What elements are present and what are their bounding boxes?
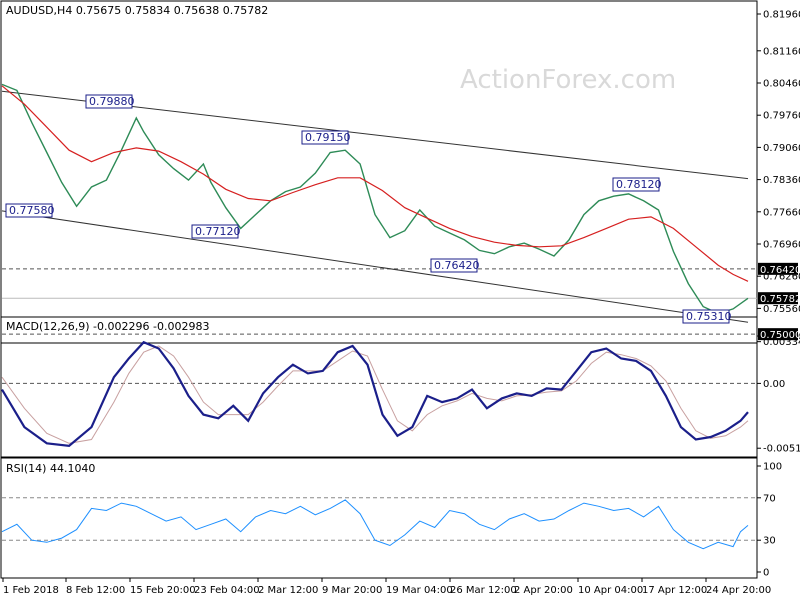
rsi-series-group: [1, 497, 757, 550]
annotation-box: [5, 203, 53, 218]
rsi-line: [1, 499, 749, 550]
rsi-panel-title: RSI(14) 44.1040: [6, 462, 95, 475]
x-tick-label: 9 Mar 20:00: [322, 585, 382, 596]
x-tick-label: 8 Feb 12:00: [66, 585, 125, 596]
x-tick-label: 23 Feb 04:00: [194, 585, 260, 596]
moving-average-line: [1, 85, 749, 282]
macd-series-group: [1, 340, 757, 447]
annotation-label: 0.77580: [9, 204, 55, 217]
x-tick-label: 26 Mar 12:00: [450, 585, 517, 596]
macd-signal-line: [1, 345, 749, 444]
price-series-group: [1, 83, 757, 335]
annotation-label: 0.77120: [195, 225, 241, 238]
macd-y-tick-label: 0.003345: [763, 337, 800, 348]
x-tick-label: 10 Apr 04:00: [578, 585, 643, 596]
x-tick-label: 24 Apr 20:00: [706, 585, 771, 596]
price-tag-label: 0.76420: [760, 265, 800, 276]
annotation-label: 0.76420: [434, 259, 480, 272]
macd-panel-title: MACD(12,26,9) -0.002296 -0.002983: [6, 320, 209, 333]
rsi-y-tick-label: 0: [763, 568, 769, 579]
price-panel-frame: [0, 0, 758, 344]
rsi-y-tick-label: 100: [763, 462, 782, 473]
annotation-box: [301, 130, 349, 145]
rsi-y-tick-label: 70: [763, 493, 776, 504]
annotation-box: [430, 258, 478, 273]
price-tag-label: 0.75000: [760, 330, 800, 341]
annotations: 0.79880 0.79150 0.77580 0.77120 0.76420 0.781…: [5, 94, 732, 324]
x-tick-label: 17 Apr 12:00: [642, 585, 707, 596]
price-tag-box: [758, 328, 798, 341]
annotation-box: [682, 309, 730, 324]
macd-line: [1, 340, 749, 447]
x-tick-label: 15 Feb 20:00: [130, 585, 196, 596]
macd-y-tick-label: -0.005197: [763, 444, 800, 455]
annotation-box: [191, 224, 239, 239]
price-panel-title: AUDUSD,H4 0.75675 0.75834 0.75638 0.7578…: [6, 4, 268, 17]
price-series-line: [1, 83, 749, 315]
price-tag-box: [758, 262, 798, 275]
watermark: ActionForex.com: [460, 65, 676, 95]
x-tick-label: 2 Apr 20:00: [514, 585, 573, 596]
rsi-y-tick-label: 30: [763, 536, 776, 547]
annotation-box: [612, 177, 660, 192]
macd-y-tick-label: 0.00: [763, 379, 785, 390]
annotation-label: 0.75310: [686, 310, 732, 323]
annotation-label: 0.79880: [89, 95, 135, 108]
annotation-label: 0.78120: [616, 178, 662, 191]
macd-panel-frame: [0, 316, 758, 458]
annotation-box: [85, 94, 133, 109]
channel-lower-line: [1, 210, 749, 323]
x-tick-label: 2 Mar 12:00: [258, 585, 318, 596]
price-tag-box: [758, 292, 798, 305]
x-tick-label: 1 Feb 2018: [3, 585, 59, 596]
rsi-panel-frame: [0, 457, 758, 579]
x-tick-label: 19 Mar 04:00: [386, 585, 453, 596]
annotation-label: 0.79150: [305, 131, 351, 144]
price-tag-label: 0.75782: [760, 294, 800, 305]
